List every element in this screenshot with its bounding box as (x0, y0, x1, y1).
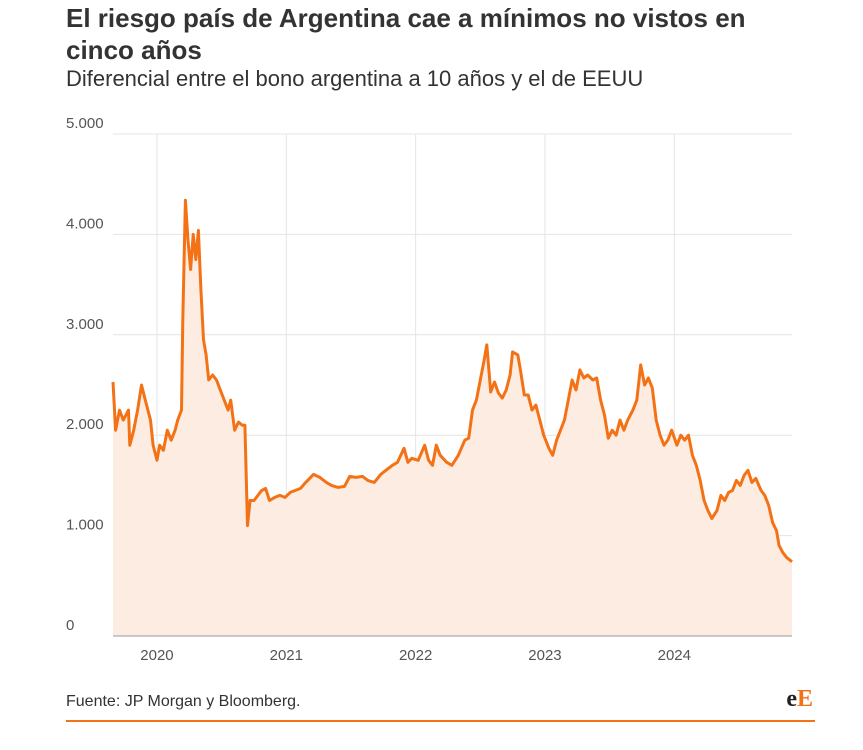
x-tick-label: 2020 (140, 647, 173, 664)
y-tick-label: 1.000 (66, 517, 104, 534)
y-tick-label: 3.000 (66, 316, 104, 333)
chart-subtitle: Diferencial entre el bono argentina a 10… (66, 66, 644, 91)
area (113, 200, 792, 637)
x-tick-label: 2024 (658, 647, 691, 664)
logo-E: E (797, 686, 813, 712)
y-tick-label: 0 (66, 617, 74, 634)
source: Fuente: JP Morgan y Bloomberg. (66, 693, 301, 710)
chart-title: El riesgo país de Argentina cae a mínimo… (66, 3, 746, 65)
y-tick-label: 2.000 (66, 416, 104, 433)
logo-e: e (786, 686, 797, 712)
y-tick-label: 4.000 (66, 215, 104, 232)
line (111, 198, 793, 563)
x-tick-label: 2021 (270, 647, 303, 664)
logo: eE (786, 686, 813, 712)
x-tick-label: 2023 (528, 647, 561, 664)
y-tick-label: 5.000 (66, 115, 104, 132)
footer-rule (66, 720, 815, 722)
x-tick-label: 2022 (399, 647, 432, 664)
